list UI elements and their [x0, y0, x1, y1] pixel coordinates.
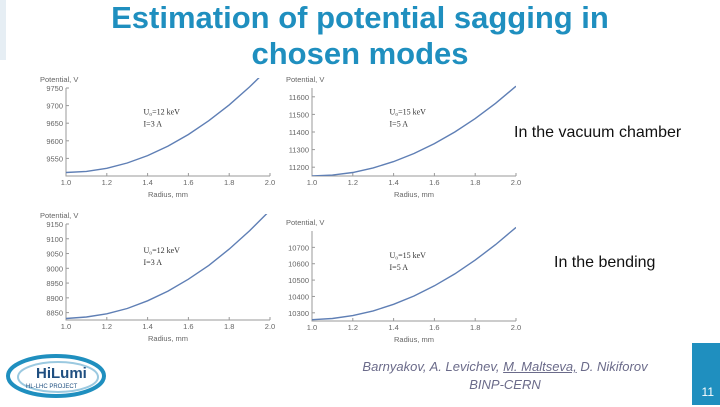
- page-number-bar: [692, 343, 720, 405]
- annotation-bending: In the bending: [554, 254, 656, 271]
- title-line-1: Estimation of potential sagging in: [111, 0, 609, 35]
- chart-svg: 8850 8900 8950 9000 9050 9100 9150 1.0 1.2 1.4 1.6…: [40, 211, 275, 343]
- y-tick-label: 9550: [46, 154, 63, 163]
- y-tick-label: 9000: [46, 264, 63, 273]
- series-line: [66, 78, 260, 174]
- x-tick-label: 1.2: [102, 178, 112, 187]
- x-tick-label: 1.6: [183, 178, 193, 187]
- y-tick-label: 9700: [46, 102, 63, 111]
- y-tick-label: 11600: [289, 93, 309, 102]
- plot-legend-text: I=3 A: [144, 119, 163, 128]
- x-tick-label: 1.0: [307, 178, 317, 187]
- x-tick-label: 1.4: [142, 178, 152, 187]
- x-tick-label: 1.2: [348, 178, 358, 187]
- y-tick-label: 8900: [46, 294, 63, 303]
- y-tick-label: 11500: [289, 110, 309, 119]
- logo-text-main: HiLumi: [36, 365, 87, 382]
- y-axis-label: Potential, V: [286, 218, 324, 227]
- x-tick-label: 1.6: [183, 322, 193, 331]
- series-line: [66, 214, 268, 320]
- y-tick-label: 9150: [46, 220, 63, 229]
- x-tick-label: 1.8: [224, 178, 234, 187]
- plot-legend-text: I=3 A: [144, 258, 163, 267]
- x-tick-label: 1.6: [429, 323, 439, 332]
- x-axis-label: Radius, mm: [394, 190, 434, 199]
- y-tick-label: 10700: [288, 243, 309, 252]
- plot-legend-text: U₀=15 keV: [390, 107, 427, 116]
- x-tick-label: 1.0: [307, 323, 317, 332]
- chart-svg: 11200 11300 11400 11500 11600 1.0 1.2 1.4 1.6 1.8…: [286, 75, 521, 199]
- left-edge-accent: [0, 0, 6, 60]
- y-tick-label: 9750: [46, 84, 63, 93]
- axis-frame: [311, 88, 516, 177]
- annotation-vacuum-chamber: In the vacuum chamber: [514, 124, 682, 141]
- plot-legend-text: I=5 A: [390, 263, 409, 272]
- y-tick-label: 9100: [46, 235, 63, 244]
- x-tick-label: 1.2: [102, 322, 112, 331]
- logo-text-sub: HL-LHC PROJECT: [26, 384, 78, 390]
- x-tick-label: 2.0: [511, 323, 521, 332]
- slide-title: Estimation of potential sagging in chose…: [0, 0, 720, 72]
- plot-bending-12kev: 8850 8900 8950 9000 9050 9100 9150 1.0 1.2 1.4 1.6…: [36, 208, 276, 344]
- plot-bending-15kev: 10300 10400 10500 10600 10700 1.0 1.2 1.4 1.6 1.8…: [282, 215, 522, 345]
- x-axis-label: Radius, mm: [394, 335, 434, 344]
- hilumi-logo: HiLumi HL-LHC PROJECT: [4, 350, 126, 402]
- axis-frame: [65, 224, 270, 321]
- y-axis-label: Potential, V: [40, 211, 78, 220]
- x-tick-label: 1.8: [470, 323, 480, 332]
- x-tick-label: 1.4: [388, 178, 398, 187]
- y-tick-label: 10600: [288, 260, 309, 269]
- x-tick-label: 2.0: [265, 322, 275, 331]
- axis-frame: [65, 88, 270, 177]
- y-tick-label: 8950: [46, 279, 63, 288]
- x-tick-label: 2.0: [511, 178, 521, 187]
- x-tick-label: 2.0: [265, 178, 275, 187]
- x-tick-label: 1.0: [61, 178, 71, 187]
- y-tick-label: 10500: [288, 276, 309, 285]
- plot-vacuum-15kev: 11200 11300 11400 11500 11600 1.0 1.2 1.4 1.6 1.8…: [282, 72, 522, 200]
- series-line: [312, 226, 516, 321]
- x-tick-label: 1.4: [142, 322, 152, 331]
- axis-frame: [311, 231, 516, 322]
- title-line-2: chosen modes: [251, 36, 469, 71]
- authors-block: Barnyakov, A. Levichev, M. Maltseva, D. …: [330, 358, 680, 394]
- plot-legend-text: U₀=12 keV: [144, 246, 181, 255]
- authors-text-2: D. Nikiforov: [576, 359, 648, 374]
- x-tick-label: 1.6: [429, 178, 439, 187]
- y-tick-label: 11400: [289, 128, 309, 137]
- series-line: [312, 85, 516, 176]
- y-tick-label: 9600: [46, 137, 63, 146]
- affiliation: BINP-CERN: [469, 377, 541, 392]
- chart-svg: 10300 10400 10500 10600 10700 1.0 1.2 1.4 1.6 1.8…: [286, 218, 521, 344]
- y-tick-label: 11300: [289, 146, 309, 155]
- y-tick-label: 11200: [289, 163, 309, 172]
- chart-svg: 9550 9600 9650 9700 9750 1.0 1.2 1.4 1.6 1.8 2.0 Po…: [40, 75, 275, 199]
- x-tick-label: 1.0: [61, 322, 71, 331]
- plot-vacuum-12kev: 9550 9600 9650 9700 9750 1.0 1.2 1.4 1.6 1.8 2.0 Po…: [36, 72, 276, 200]
- plot-legend-text: U₀=15 keV: [390, 251, 427, 260]
- x-tick-label: 1.2: [348, 323, 358, 332]
- y-axis-label: Potential, V: [286, 75, 324, 84]
- page-number: 11: [701, 385, 714, 399]
- x-axis-label: Radius, mm: [148, 334, 188, 343]
- y-tick-label: 9050: [46, 250, 63, 259]
- y-tick-label: 10300: [288, 309, 309, 318]
- x-axis-label: Radius, mm: [148, 190, 188, 199]
- y-tick-label: 9650: [46, 119, 63, 128]
- y-axis-label: Potential, V: [40, 75, 78, 84]
- authors-underlined: M. Maltseva,: [503, 359, 577, 374]
- plot-legend-text: I=5 A: [390, 119, 409, 128]
- y-tick-label: 10400: [288, 292, 309, 301]
- x-tick-label: 1.4: [388, 323, 398, 332]
- authors-text-1: Barnyakov, A. Levichev,: [362, 359, 504, 374]
- x-tick-label: 1.8: [470, 178, 480, 187]
- y-tick-label: 8850: [46, 309, 63, 318]
- x-tick-label: 1.8: [224, 322, 234, 331]
- plot-legend-text: U₀=12 keV: [144, 107, 181, 116]
